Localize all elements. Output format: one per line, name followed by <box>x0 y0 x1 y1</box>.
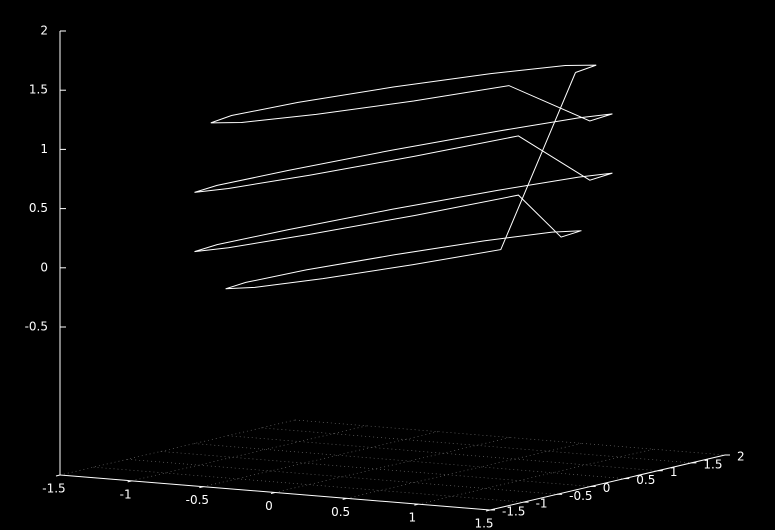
y-tick-label: -1 <box>536 497 548 511</box>
x-tick <box>485 509 491 512</box>
x-tick <box>270 492 276 494</box>
x-tick-label: -1.5 <box>42 482 65 496</box>
y-axis <box>489 454 726 511</box>
y-tick-label: 0.5 <box>636 473 655 487</box>
z-tick-label: 0.5 <box>29 201 48 215</box>
z-tick-label: 1.5 <box>29 83 48 97</box>
grid-line <box>160 451 591 487</box>
grid-line <box>194 443 625 479</box>
grid-line <box>261 427 692 464</box>
y-tick-label: 2 <box>737 450 745 464</box>
y-tick-label: -0.5 <box>569 489 592 503</box>
x-tick-label: 1 <box>409 511 417 525</box>
y-tick-label: 0 <box>603 481 611 495</box>
x-tick <box>414 503 419 506</box>
grid-line <box>203 431 439 487</box>
y-tick-label: -1.5 <box>502 505 525 519</box>
attractor-curve <box>194 64 613 290</box>
x-tick <box>55 474 61 477</box>
x-tick-label: -1 <box>120 487 132 501</box>
x-tick <box>342 497 347 500</box>
z-tick-label: 0 <box>40 260 48 274</box>
x-tick-label: 0 <box>265 499 273 513</box>
z-tick-label: 2 <box>40 24 48 38</box>
y-tick-label: 1 <box>670 465 678 479</box>
grid-line <box>59 419 296 476</box>
grid-line <box>93 466 524 503</box>
grid-line <box>131 425 367 482</box>
z-tick-label: 1 <box>40 142 48 156</box>
x-tick-label: 1.5 <box>474 517 493 530</box>
z-tick-label: -0.5 <box>25 320 48 334</box>
x-tick-label: -0.5 <box>186 493 209 507</box>
x-tick-label: 0.5 <box>331 505 350 519</box>
x-tick <box>199 486 204 489</box>
y-tick-label: 1.5 <box>703 457 722 471</box>
grid-line <box>274 437 511 493</box>
x-tick <box>127 480 132 483</box>
grid-line <box>418 448 654 505</box>
grid-line <box>346 443 582 499</box>
